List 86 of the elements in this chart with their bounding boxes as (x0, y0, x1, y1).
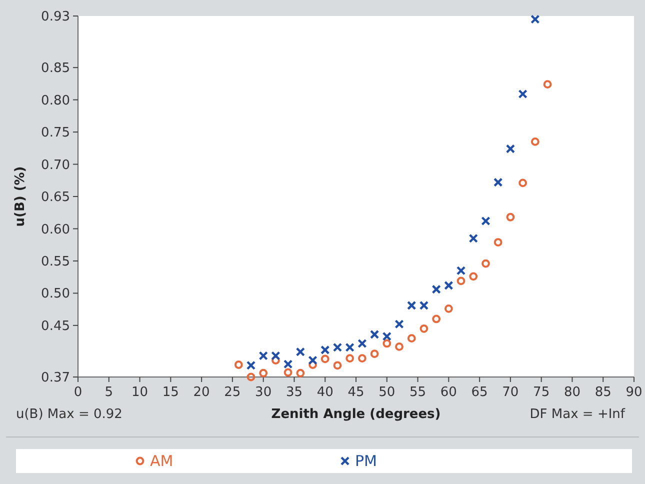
x-tick-label: 15 (162, 385, 179, 400)
x-tick-label: 80 (564, 385, 580, 400)
point (308, 360, 317, 369)
y-tick-label: 0.80 (41, 93, 70, 108)
point (494, 238, 502, 246)
x-tick-label: 55 (410, 385, 426, 400)
x-tick-label: 0 (74, 385, 82, 400)
point (320, 354, 330, 364)
legend-label: AM (150, 452, 174, 470)
point (258, 351, 268, 360)
point (432, 314, 441, 324)
y-tick-label: 0.65 (41, 190, 70, 206)
y-tick-label: 0.85 (41, 61, 70, 76)
y-tick-label: 0.75 (41, 126, 70, 141)
y-tick-label: 0.50 (41, 286, 70, 302)
x-tick-label: 5 (104, 385, 114, 400)
point (382, 339, 392, 348)
point (345, 342, 354, 352)
x-tick-label: 60 (440, 385, 457, 400)
point (283, 360, 293, 369)
y-tick-label: 0.45 (41, 318, 70, 334)
y-tick-label: 0.93 (41, 10, 70, 25)
point (271, 356, 280, 364)
point (506, 144, 516, 154)
point (530, 14, 540, 24)
point (358, 354, 366, 363)
point (370, 350, 379, 358)
point (407, 334, 416, 343)
point (370, 330, 380, 340)
point (234, 360, 243, 369)
x-tick-label: 40 (316, 385, 334, 400)
x-tick-label: 65 (471, 385, 488, 400)
point (456, 266, 466, 276)
point (271, 351, 280, 360)
point (432, 284, 441, 294)
x-tick-label: 35 (286, 385, 302, 400)
point (419, 300, 429, 310)
point (420, 324, 428, 333)
x-tick-label: 20 (193, 385, 210, 400)
point (468, 234, 478, 243)
point (246, 372, 256, 382)
x-tick-label: 85 (594, 385, 612, 400)
x-tick-label: 30 (255, 385, 272, 400)
y-tick-label: 0.55 (41, 254, 70, 270)
point (284, 368, 292, 377)
text: u(B) Max = 0.92 (16, 407, 122, 422)
point (259, 368, 268, 378)
point (444, 304, 453, 313)
x-tick-label: 90 (626, 385, 642, 400)
point (518, 89, 528, 99)
point (332, 342, 342, 352)
x-axis-title: Zenith Angle (degrees) (271, 407, 441, 422)
point (530, 138, 540, 146)
point (296, 368, 305, 378)
point (444, 280, 454, 290)
point (506, 212, 515, 222)
x-tick-label: 50 (378, 385, 396, 400)
x-tick-label: 10 (132, 385, 148, 400)
point (394, 320, 404, 329)
y-axis-title: u(B) (%) (13, 166, 28, 227)
x-tick-label: 45 (348, 385, 364, 400)
point (296, 347, 305, 356)
y-tick-label: 0.70 (41, 158, 70, 173)
y-tick-label: 0.60 (41, 222, 70, 238)
point (358, 338, 367, 348)
point (346, 354, 354, 363)
point (469, 272, 478, 281)
y-tick-label: 0.37 (41, 370, 70, 386)
legend-label: PM (355, 452, 377, 470)
point (395, 342, 404, 351)
point (308, 356, 318, 365)
text: DF Max = +Inf (530, 407, 626, 422)
x-tick-label: 75 (533, 385, 550, 400)
point (382, 332, 392, 341)
point (320, 345, 330, 355)
x-tick-label: 25 (224, 385, 241, 400)
point (246, 360, 256, 370)
point (456, 276, 466, 286)
point (518, 178, 527, 188)
x-tick-label: 70 (502, 385, 519, 400)
point (333, 361, 342, 370)
point (543, 80, 552, 89)
point (482, 259, 490, 268)
point (481, 216, 490, 226)
point (407, 300, 416, 310)
point (493, 178, 503, 187)
